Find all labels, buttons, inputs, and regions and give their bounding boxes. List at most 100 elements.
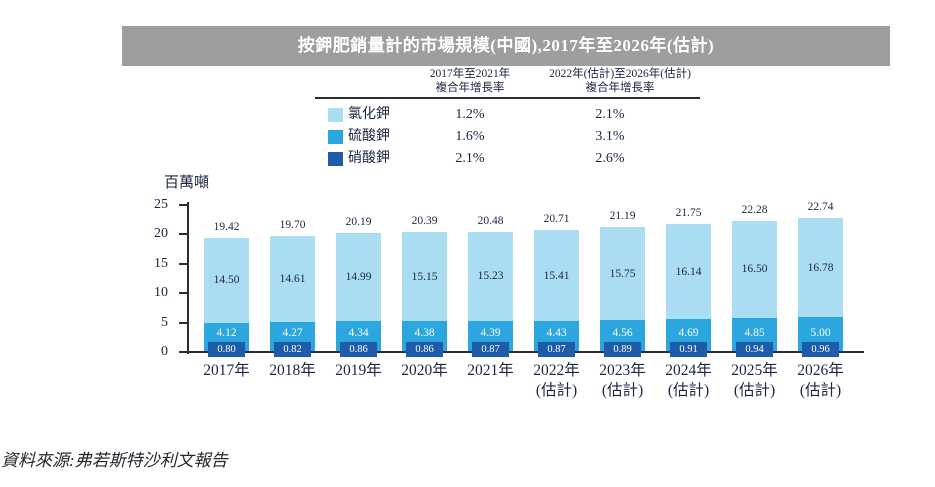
bar-total-label: 20.71: [543, 213, 570, 226]
bar-segment-kcl: [534, 230, 579, 321]
bar-segment-kcl: [600, 227, 645, 320]
x-axis-category-label: 2017年: [203, 362, 250, 379]
bar-segment-kno3-badge: 0.87: [538, 342, 575, 357]
y-tick-mark: [179, 262, 188, 265]
x-axis-category-label: 2022年 (估計): [533, 362, 580, 399]
bar-2024: 0.91 4.69 16.14 21.75 2024年 (估計): [665, 205, 712, 399]
legend-swatch-icon: [328, 152, 343, 166]
cagr-row-1: 氯化鉀 1.2% 2.1%: [0, 107, 935, 123]
bar-segment-kcl: [666, 224, 711, 320]
segment-value-k2so4: 4.85: [744, 327, 765, 339]
legend-swatch-icon: [328, 108, 343, 122]
y-tick-label-20: 20: [154, 226, 168, 242]
x-axis-category-label: 2021年: [467, 362, 514, 379]
y-axis-unit-label: 百萬噸: [164, 175, 210, 191]
y-tick-label-10: 10: [154, 285, 168, 301]
segment-value-kcl: 15.41: [543, 269, 570, 282]
bar-segment-kno3-badge: 0.96: [802, 342, 839, 357]
source-note: 資料來源:弗若斯特沙利文報告: [1, 451, 228, 470]
segment-value-k2so4: 4.43: [546, 327, 567, 339]
chart-title-bar: 按鉀肥銷量計的市場規模(中國),2017年至2026年(估計): [122, 26, 890, 66]
stacked-bar-chart: 0 5 10 15 20 25 0.80 4.12 14.50 19.42 2017年 0.82 4.…: [154, 197, 864, 399]
segment-value-k2so4: 5.00: [810, 327, 831, 339]
bar-segment-kno3-badge: 0.86: [340, 342, 377, 357]
bar-segment-kno3-badge: 0.86: [406, 342, 443, 357]
cagr-value-2017-2021: 1.6%: [455, 129, 485, 144]
segment-value-k2so4: 4.39: [480, 327, 501, 339]
segment-value-kcl: 15.75: [609, 267, 636, 280]
bar-segment-kcl: [732, 220, 777, 318]
bar-2019: 0.86 4.34 14.99 20.19 2019年: [335, 205, 382, 379]
cagr-value-2017-2021: 2.1%: [455, 151, 485, 166]
bar-segment-kcl: [402, 232, 447, 322]
cagr-value-2022-2026: 3.1%: [595, 129, 625, 144]
bar-2026: 0.96 5.00 16.78 22.74 2026年 (估計): [797, 201, 844, 399]
bar-2022: 0.87 4.43 15.41 20.71 2022年 (估計): [533, 205, 580, 399]
segment-value-k2so4: 4.12: [216, 327, 237, 339]
segment-value-kcl: 15.23: [477, 270, 504, 283]
segment-value-k2so4: 4.34: [348, 327, 369, 339]
x-axis-line: [187, 351, 864, 353]
segment-value-kcl: 16.78: [807, 261, 834, 274]
bar-segment-kno3-badge: 0.94: [736, 342, 773, 357]
bar-total-label: 21.75: [675, 207, 702, 220]
y-tick-mark: [179, 292, 188, 295]
y-tick-label-5: 5: [161, 314, 168, 330]
bar-segment-kcl: [468, 231, 513, 322]
bar-total-label: 20.48: [477, 214, 504, 227]
bar-2018: 0.82 4.27 14.61 19.70 2018年: [269, 205, 316, 379]
y-tick-mark: [179, 233, 188, 236]
bar-segment-kno3-badge: 0.87: [472, 342, 509, 357]
bar-total-label: 22.28: [741, 204, 768, 216]
legend-series-label: 硝酸鉀: [348, 151, 390, 166]
y-tick-mark: [179, 321, 188, 324]
bar-segment-kcl: [204, 237, 249, 324]
segment-value-k2so4: 4.56: [612, 327, 633, 339]
legend-swatch-icon: [328, 130, 343, 144]
bar-2020: 0.86 4.38 15.15 20.39 2020年: [401, 205, 448, 379]
segment-value-kcl: 16.50: [741, 263, 768, 276]
bar-total-label: 20.19: [345, 216, 372, 229]
x-axis-category-label: 2023年 (估計): [599, 362, 646, 399]
cagr-row-3: 硝酸鉀 2.1% 2.6%: [0, 151, 935, 167]
cagr-row-2: 硫酸鉀 1.6% 3.1%: [0, 129, 935, 145]
chart-title: 按鉀肥銷量計的市場規模(中國),2017年至2026年(估計): [297, 36, 715, 55]
bar-total-label: 20.39: [411, 215, 438, 228]
x-axis-category-label: 2019年: [335, 362, 382, 379]
y-axis-line: [187, 202, 189, 354]
y-tick-mark: [179, 204, 188, 206]
legend-series-label: 氯化鉀: [348, 107, 390, 122]
bar-2025: 0.94 4.85 16.50 22.28 2025年 (估計): [731, 204, 778, 399]
y-tick-mark: [179, 351, 188, 353]
segment-value-kcl: 14.50: [213, 274, 240, 287]
cagr-value-2017-2021: 1.2%: [455, 107, 485, 122]
bar-segment-kno3-badge: 0.80: [208, 342, 245, 357]
bar-2021: 0.87 4.39 15.23 20.48 2021年: [467, 205, 514, 379]
bar-segment-kno3-badge: 0.91: [670, 342, 707, 357]
x-axis-category-label: 2018年: [269, 362, 316, 379]
segment-value-kcl: 14.99: [345, 271, 372, 284]
bar-total-label: 19.42: [213, 220, 240, 233]
x-axis-category-label: 2020年: [401, 362, 448, 379]
y-tick-label-15: 15: [154, 255, 168, 271]
bar-total-label: 21.19: [609, 210, 636, 223]
bar-total-label: 19.70: [279, 219, 306, 232]
segment-value-kcl: 15.15: [411, 270, 438, 283]
bar-segment-kno3-badge: 0.89: [604, 342, 641, 357]
cagr-value-2022-2026: 2.1%: [595, 107, 625, 122]
cagr-table-divider: [315, 97, 700, 99]
cagr-column-header-2017-2021: 2017年至2021年 複合年增長率: [429, 68, 511, 94]
x-axis-category-label: 2025年 (估計): [731, 362, 778, 399]
segment-value-kcl: 14.61: [279, 273, 306, 286]
bar-total-label: 22.74: [807, 201, 834, 214]
bar-segment-kno3-badge: 0.82: [274, 342, 311, 357]
y-tick-label-0: 0: [161, 344, 168, 359]
segment-value-k2so4: 4.69: [678, 327, 699, 339]
bar-segment-kcl: [336, 233, 381, 322]
cagr-value-2022-2026: 2.6%: [595, 151, 625, 166]
segment-value-k2so4: 4.38: [414, 327, 435, 339]
x-axis-category-label: 2024年 (估計): [665, 362, 712, 399]
cagr-column-header-2022-2026: 2022年(估計)至2026年(估計) 複合年增長率: [549, 68, 691, 94]
bar-segment-kcl: [798, 218, 843, 317]
